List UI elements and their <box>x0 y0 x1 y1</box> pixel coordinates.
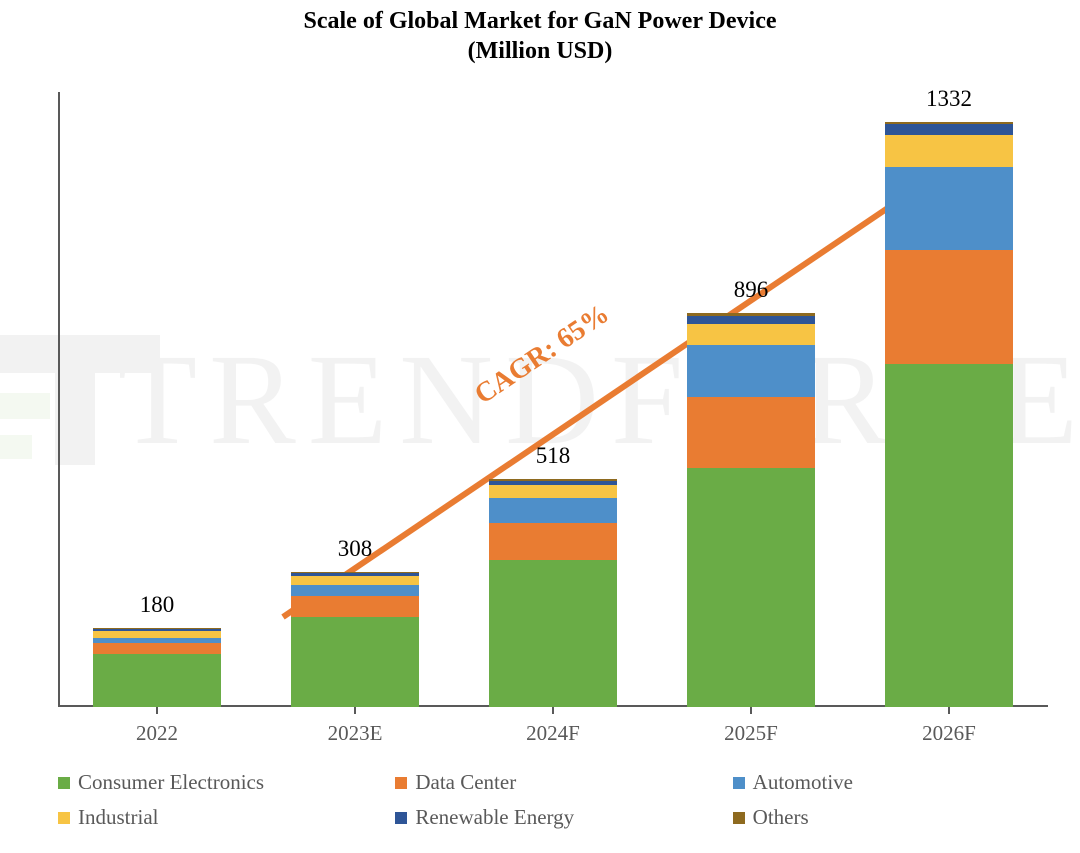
segment-consumer_electronics <box>93 654 221 707</box>
legend-swatch <box>58 812 70 824</box>
segment-data_center <box>489 523 617 560</box>
legend-item-automotive: Automotive <box>733 770 1060 795</box>
legend-label: Data Center <box>415 770 516 795</box>
x-tick-label: 2026F <box>849 721 1049 746</box>
bar-total-label: 896 <box>651 277 851 303</box>
segment-others <box>687 313 815 315</box>
legend-label: Renewable Energy <box>415 805 574 830</box>
bar-total-label: 308 <box>255 536 455 562</box>
x-tick-label: 2022 <box>57 721 257 746</box>
chart-title-line2: (Million USD) <box>468 38 613 64</box>
legend-label: Automotive <box>753 770 853 795</box>
x-tick-label: 2023E <box>255 721 455 746</box>
x-tick <box>552 707 554 714</box>
segment-consumer_electronics <box>489 560 617 707</box>
legend-swatch <box>395 812 407 824</box>
segment-industrial <box>489 485 617 498</box>
cagr-label: CAGR: 65% <box>469 298 615 411</box>
segment-others <box>885 122 1013 124</box>
segment-data_center <box>291 596 419 617</box>
segment-consumer_electronics <box>885 364 1013 707</box>
segment-automotive <box>687 345 815 398</box>
segment-renewable_energy <box>93 629 221 631</box>
legend-label: Consumer Electronics <box>78 770 264 795</box>
legend-item-data_center: Data Center <box>395 770 722 795</box>
legend: Consumer Electronics Data Center Automotiv… <box>58 770 1060 830</box>
bar-total-label: 1332 <box>849 86 1049 112</box>
x-tick-label: 2024F <box>453 721 653 746</box>
segment-industrial <box>93 631 221 638</box>
segment-automotive <box>489 498 617 522</box>
legend-swatch <box>395 777 407 789</box>
segment-data_center <box>93 643 221 654</box>
legend-item-industrial: Industrial <box>58 805 385 830</box>
x-tick <box>750 707 752 714</box>
segment-industrial <box>291 576 419 585</box>
segment-consumer_electronics <box>291 617 419 707</box>
segment-renewable_energy <box>687 316 815 324</box>
plot-area: CAGR: 65% 1803085188961332 <box>58 92 1048 707</box>
bar-total-label: 180 <box>57 592 257 618</box>
x-tick <box>354 707 356 714</box>
segment-data_center <box>687 397 815 467</box>
segment-others <box>489 479 617 480</box>
legend-swatch <box>733 777 745 789</box>
legend-swatch <box>58 777 70 789</box>
x-tick <box>948 707 950 714</box>
x-tick-label: 2025F <box>651 721 851 746</box>
segment-automotive <box>93 638 221 643</box>
legend-label: Others <box>753 805 809 830</box>
legend-swatch <box>733 812 745 824</box>
segment-others <box>291 572 419 573</box>
segment-others <box>93 628 221 629</box>
segment-renewable_energy <box>291 573 419 576</box>
segment-data_center <box>885 250 1013 364</box>
chart-container: { "title_line1": "Scale of Global Market… <box>0 0 1080 853</box>
legend-item-others: Others <box>733 805 1060 830</box>
segment-renewable_energy <box>885 124 1013 135</box>
segment-industrial <box>885 135 1013 167</box>
legend-item-consumer_electronics: Consumer Electronics <box>58 770 385 795</box>
x-tick <box>156 707 158 714</box>
segment-renewable_energy <box>489 481 617 485</box>
legend-label: Industrial <box>78 805 158 830</box>
chart-title-line1: Scale of Global Market for GaN Power Dev… <box>304 8 777 34</box>
chart-title: Scale of Global Market for GaN Power Dev… <box>0 6 1080 66</box>
segment-automotive <box>291 585 419 596</box>
segment-consumer_electronics <box>687 468 815 707</box>
bar-total-label: 518 <box>453 443 653 469</box>
segment-automotive <box>885 167 1013 250</box>
segment-industrial <box>687 324 815 345</box>
legend-item-renewable_energy: Renewable Energy <box>395 805 722 830</box>
